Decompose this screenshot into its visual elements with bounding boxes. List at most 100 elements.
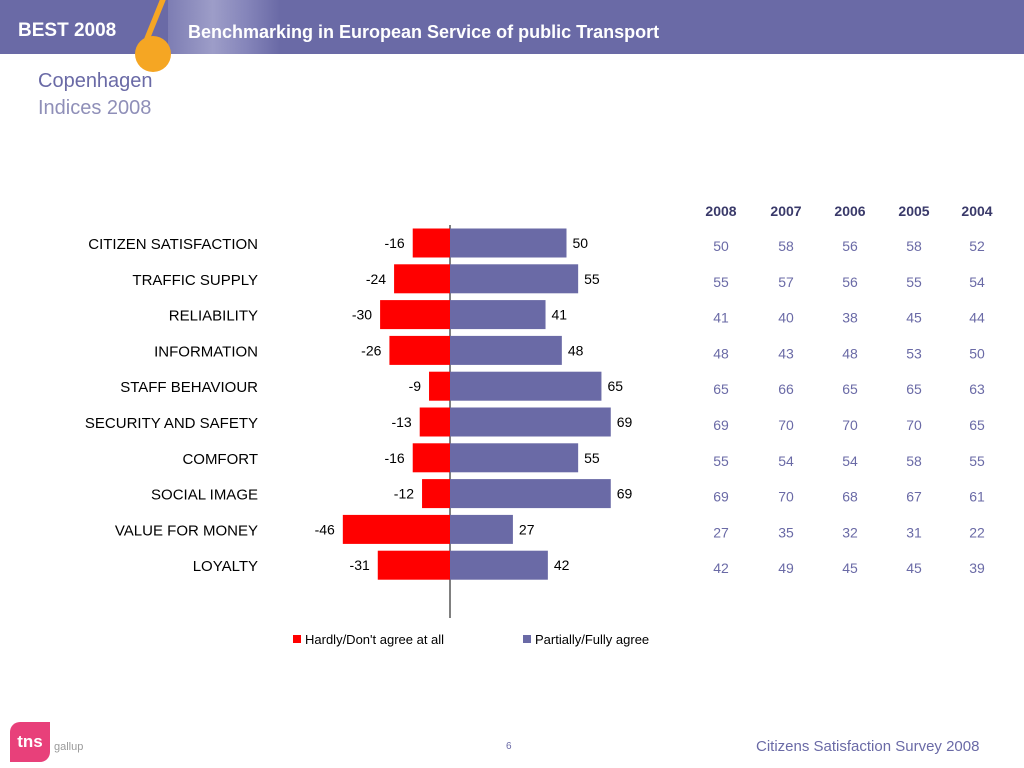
- bar-disagree: [419, 407, 450, 437]
- table-cell: 58: [906, 238, 922, 254]
- table-cell: 57: [778, 274, 794, 290]
- category-label: RELIABILITY: [169, 308, 258, 325]
- table-cell: 48: [842, 345, 858, 361]
- table-cell: 54: [842, 453, 858, 469]
- bar-disagree: [389, 335, 450, 365]
- table-cell: 32: [842, 524, 858, 540]
- table-cell: 48: [713, 345, 729, 361]
- category-label: LOYALTY: [193, 558, 258, 575]
- bar-disagree: [412, 228, 450, 258]
- table-cell: 52: [969, 238, 985, 254]
- data-label-disagree: -46: [315, 521, 335, 537]
- table-cell: 27: [713, 524, 729, 540]
- legend-label-disagree: Hardly/Don't agree at all: [305, 632, 444, 647]
- table-cell: 55: [969, 453, 985, 469]
- table-cell: 65: [969, 417, 985, 433]
- table-cell: 42: [713, 560, 729, 576]
- data-label-disagree: -24: [366, 271, 386, 287]
- bar-disagree: [412, 443, 450, 473]
- bar-agree: [450, 550, 548, 580]
- logo-subtext: gallup: [54, 741, 84, 753]
- tns-logo: tns: [10, 722, 50, 762]
- table-cell: 65: [842, 381, 858, 397]
- data-label-disagree: -31: [350, 557, 370, 573]
- legend-swatch-agree: [523, 635, 531, 643]
- category-label: VALUE FOR MONEY: [115, 522, 258, 539]
- data-label-disagree: -13: [391, 414, 411, 430]
- data-label-agree: 27: [519, 521, 535, 537]
- table-cell: 45: [842, 560, 858, 576]
- bar-disagree: [394, 264, 450, 294]
- data-label-agree: 55: [584, 450, 600, 466]
- data-label-disagree: -16: [384, 450, 404, 466]
- table-cell: 54: [778, 453, 794, 469]
- table-cell: 56: [842, 238, 858, 254]
- bar-agree: [450, 371, 602, 401]
- table-cell: 61: [969, 489, 985, 505]
- category-label: STAFF BEHAVIOUR: [120, 379, 258, 396]
- data-label-agree: 55: [584, 271, 600, 287]
- data-label-disagree: -12: [394, 486, 414, 502]
- table-cell: 40: [778, 310, 794, 326]
- bar-agree: [450, 514, 513, 544]
- data-label-disagree: -26: [361, 342, 381, 358]
- table-cell: 38: [842, 310, 858, 326]
- table-cell: 70: [842, 417, 858, 433]
- category-label: SECURITY AND SAFETY: [85, 415, 258, 432]
- table-header: 2006: [834, 203, 865, 219]
- bar-disagree: [377, 550, 450, 580]
- header-title: Benchmarking in European Service of publ…: [188, 22, 660, 42]
- table-cell: 53: [906, 345, 922, 361]
- page-number: 6: [506, 741, 512, 752]
- legend-swatch-disagree: [293, 635, 301, 643]
- table-header: 2007: [770, 203, 801, 219]
- table-cell: 69: [713, 489, 729, 505]
- bar-agree: [450, 407, 611, 437]
- table-cell: 41: [713, 310, 729, 326]
- legend-label-agree: Partially/Fully agree: [535, 632, 649, 647]
- table-cell: 68: [842, 489, 858, 505]
- bar-disagree: [380, 300, 450, 330]
- table-cell: 39: [969, 560, 985, 576]
- table-cell: 50: [713, 238, 729, 254]
- table-cell: 31: [906, 524, 922, 540]
- category-label: TRAFFIC SUPPLY: [132, 272, 258, 289]
- header-label: BEST 2008: [18, 20, 117, 41]
- data-label-agree: 41: [552, 307, 568, 323]
- table-cell: 45: [906, 310, 922, 326]
- table-cell: 43: [778, 345, 794, 361]
- table-cell: 65: [713, 381, 729, 397]
- data-label-agree: 65: [607, 378, 623, 394]
- table-cell: 58: [778, 238, 794, 254]
- data-label-agree: 48: [568, 342, 584, 358]
- table-cell: 44: [969, 310, 985, 326]
- table-cell: 70: [906, 417, 922, 433]
- table-cell: 35: [778, 524, 794, 540]
- header-photo: [168, 0, 280, 54]
- table-cell: 45: [906, 560, 922, 576]
- table-cell: 69: [713, 417, 729, 433]
- category-label: COMFORT: [182, 451, 258, 468]
- page-title: Copenhagen: [38, 70, 153, 92]
- header-bar: BEST 2008 Benchmarking in European Servi…: [0, 0, 1024, 72]
- table-cell: 58: [906, 453, 922, 469]
- category-label: INFORMATION: [154, 343, 258, 360]
- table-cell: 56: [842, 274, 858, 290]
- table-cell: 50: [969, 345, 985, 361]
- bar-agree: [450, 479, 611, 509]
- table-cell: 70: [778, 489, 794, 505]
- data-label-disagree: -9: [409, 378, 422, 394]
- table-cell: 65: [906, 381, 922, 397]
- data-label-disagree: -16: [384, 235, 404, 251]
- bar-agree: [450, 264, 579, 294]
- table-header: 2005: [898, 203, 929, 219]
- bar-agree: [450, 443, 579, 473]
- footer-survey: Citizens Satisfaction Survey 2008: [756, 738, 980, 755]
- data-label-agree: 42: [554, 557, 570, 573]
- bar-agree: [450, 335, 562, 365]
- table-cell: 55: [713, 274, 729, 290]
- table-header: 2004: [961, 203, 992, 219]
- table-cell: 55: [713, 453, 729, 469]
- category-label: SOCIAL IMAGE: [151, 487, 258, 504]
